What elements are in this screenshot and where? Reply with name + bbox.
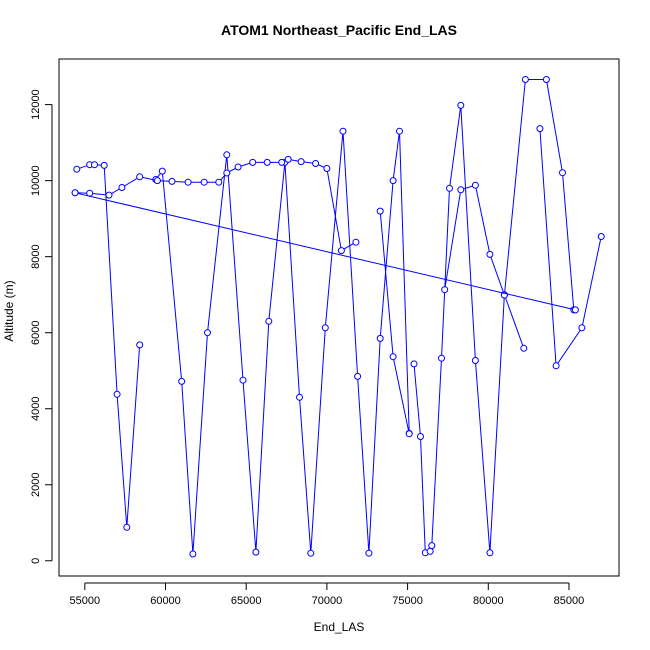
series-segment-3: [410, 101, 528, 557]
data-point: [323, 165, 331, 172]
data-point: [354, 372, 362, 380]
data-point: [278, 158, 286, 166]
series-line: [155, 131, 410, 555]
data-point: [352, 238, 360, 246]
data-point: [153, 177, 161, 185]
data-point: [417, 433, 424, 440]
y-axis-label: Altitude (m): [2, 280, 16, 341]
data-point: [297, 158, 305, 166]
data-point: [321, 324, 329, 332]
data-point: [136, 173, 144, 181]
data-point: [234, 163, 242, 171]
data-point: [113, 390, 121, 398]
data-point: [389, 177, 397, 185]
data-point: [396, 127, 403, 135]
data-point: [405, 430, 413, 438]
data-point: [200, 178, 208, 186]
chart-title: ATOM1 Northeast_Pacific End_LAS: [221, 22, 457, 38]
data-point: [457, 186, 465, 194]
data-point: [296, 393, 303, 401]
data-point: [536, 125, 544, 133]
y-tick-label: 10000: [30, 165, 42, 196]
data-point: [410, 360, 418, 368]
x-tick-label: 85000: [554, 595, 585, 607]
series-line: [74, 192, 576, 311]
data-point: [376, 334, 384, 342]
series-line: [539, 128, 602, 368]
data-point: [252, 548, 260, 556]
data-point: [365, 549, 373, 557]
data-point: [189, 550, 197, 558]
data-point: [339, 127, 347, 135]
series-segment-8: [71, 189, 579, 314]
y-tick-label: 4000: [30, 396, 42, 420]
data-point: [223, 151, 231, 159]
data-point: [307, 549, 315, 557]
data-point: [215, 178, 223, 186]
data-point: [158, 167, 166, 175]
data-point: [204, 329, 211, 337]
series-segment-1: [73, 161, 144, 531]
x-axis-label: End_LAS: [314, 620, 365, 634]
series-line: [413, 105, 525, 554]
data-point: [71, 189, 79, 197]
data-point: [263, 158, 271, 166]
data-point: [376, 207, 384, 215]
data-point: [91, 161, 98, 169]
data-point: [168, 177, 176, 185]
data-point: [597, 233, 605, 240]
data-point: [265, 317, 273, 325]
data-point: [457, 101, 465, 109]
axes: 55000 60000 65000 70000 75000 80000 85000 0 2000…: [30, 89, 584, 607]
data-point: [73, 165, 81, 173]
data-point: [389, 353, 397, 361]
x-tick-label: 55000: [70, 595, 101, 607]
plot-frame: [58, 58, 620, 577]
data-point: [486, 250, 494, 258]
data-point: [542, 76, 550, 83]
data-point: [520, 344, 528, 352]
data-point: [178, 377, 186, 385]
data-point: [100, 161, 108, 169]
y-tick-label: 8000: [30, 244, 42, 268]
y-tick-label: 2000: [30, 473, 42, 497]
series-segment-4: [376, 207, 413, 438]
y-tick-label: 0: [30, 558, 42, 564]
series-segment-6: [536, 125, 605, 370]
data-point: [223, 169, 231, 177]
data-point: [428, 542, 436, 550]
data-point: [249, 158, 257, 166]
data-point: [312, 160, 320, 167]
x-tick-label: 75000: [392, 595, 423, 607]
data-point: [552, 362, 560, 370]
data-point: [118, 184, 126, 191]
data-point: [471, 181, 479, 189]
data-point: [441, 286, 449, 294]
data-point: [284, 155, 292, 163]
x-tick-label: 65000: [231, 595, 262, 607]
data-point: [184, 178, 192, 186]
y-tick-label: 12000: [30, 89, 42, 120]
data-layer: [71, 76, 605, 558]
data-point: [105, 191, 113, 199]
x-tick-label: 80000: [473, 595, 504, 607]
data-point: [438, 354, 445, 362]
x-tick-label: 70000: [312, 595, 343, 607]
data-point: [239, 376, 247, 384]
data-point: [521, 76, 529, 83]
data-point: [486, 549, 494, 557]
data-point: [471, 357, 479, 364]
data-point: [136, 341, 144, 349]
x-tick-label: 60000: [150, 595, 181, 607]
data-point: [337, 247, 345, 255]
data-point: [446, 184, 453, 192]
data-point: [559, 169, 566, 177]
y-tick-label: 6000: [30, 320, 42, 344]
data-point: [578, 324, 586, 332]
data-point: [123, 523, 131, 531]
data-point: [571, 306, 579, 314]
data-point: [426, 547, 434, 555]
